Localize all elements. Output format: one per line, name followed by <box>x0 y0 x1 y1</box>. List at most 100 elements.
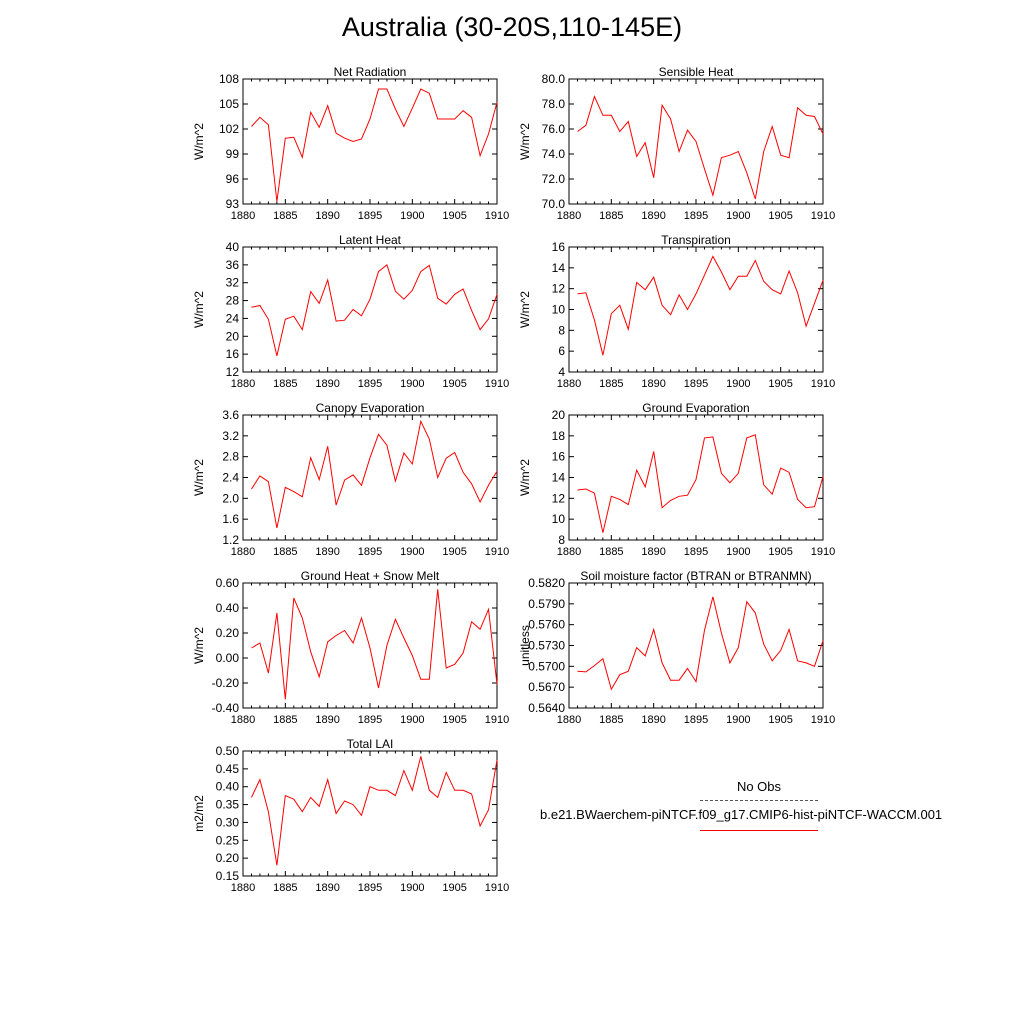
y-tick-label: 16 <box>226 347 240 361</box>
x-tick-label: 1890 <box>641 714 665 726</box>
panel-5: Canopy Evaporation W/m^2 1.2 1.6 2.0 2.4 2.8 3.… <box>192 401 509 558</box>
x-tick-label: 1885 <box>273 882 297 894</box>
series-line <box>577 255 824 356</box>
y-tick-label: 80.0 <box>542 72 566 86</box>
y-axis-label: W/m^2 <box>192 627 206 664</box>
x-tick-label: 1905 <box>768 378 792 390</box>
panel-title: Total LAI <box>347 737 394 751</box>
panel-9: Total LAI m2/m2 0.15 0.20 0.25 0.30 0.35 0.40 0.… <box>192 737 509 894</box>
x-tick-label: 1900 <box>400 546 424 558</box>
x-tick-label: 1890 <box>315 378 339 390</box>
x-tick-label: 1880 <box>557 378 581 390</box>
series-line <box>251 419 498 529</box>
x-tick-label: 1890 <box>641 210 665 222</box>
legend-case-line <box>700 830 818 831</box>
x-tick-label: 1890 <box>315 714 339 726</box>
y-tick-label: 8 <box>558 533 565 547</box>
y-tick-label: 0.5820 <box>528 576 565 590</box>
y-tick-label: 28 <box>226 294 240 308</box>
y-tick-label: 0.5730 <box>528 639 565 653</box>
x-tick-label: 1895 <box>684 210 708 222</box>
plot-frame <box>242 246 498 373</box>
y-tick-label: 0.5640 <box>528 701 565 715</box>
series-line <box>577 596 824 691</box>
panel-title: Sensible Heat <box>659 65 734 79</box>
y-axis-label: W/m^2 <box>192 291 206 328</box>
y-tick-label: 108 <box>219 72 239 86</box>
x-tick-label: 1910 <box>811 210 835 222</box>
x-tick-label: 1910 <box>485 882 509 894</box>
legend-case-label: b.e21.BWaerchem-piNTCF.f09_g17.CMIP6-his… <box>540 807 943 822</box>
panel-3: Latent Heat W/m^2 12 16 20 24 28 32 36 40 1880 1885… <box>192 233 509 390</box>
x-tick-label: 1910 <box>485 378 509 390</box>
y-tick-label: 14 <box>552 261 566 275</box>
series-line <box>577 434 824 533</box>
y-tick-label: 2.4 <box>222 471 239 485</box>
x-tick-label: 1880 <box>557 210 581 222</box>
y-tick-label: 32 <box>226 276 240 290</box>
x-tick-label: 1885 <box>273 714 297 726</box>
y-tick-label: 16 <box>552 450 566 464</box>
x-tick-label: 1880 <box>231 714 255 726</box>
y-tick-label: 2.8 <box>222 450 239 464</box>
x-tick-label: 1890 <box>641 546 665 558</box>
panel-title: Ground Heat + Snow Melt <box>301 569 440 583</box>
y-tick-label: 0.50 <box>216 744 240 758</box>
y-tick-label: 14 <box>552 471 566 485</box>
x-tick-label: 1905 <box>442 210 466 222</box>
panel-1: Net Radiation W/m^2 93 96 99 102 105 108 1880 188… <box>192 65 509 222</box>
y-tick-label: -0.20 <box>212 676 240 690</box>
y-tick-label: 3.2 <box>222 429 239 443</box>
y-tick-label: 0.15 <box>216 869 240 883</box>
x-tick-label: 1900 <box>726 714 750 726</box>
x-tick-label: 1900 <box>400 378 424 390</box>
y-tick-label: 0.5700 <box>528 659 565 673</box>
panel-7: Ground Heat + Snow Melt W/m^2 -0.40 -0.20 0.… <box>192 569 509 726</box>
y-tick-label: 0.00 <box>216 651 240 665</box>
x-tick-label: 1885 <box>273 546 297 558</box>
y-tick-label: 20 <box>226 329 240 343</box>
x-tick-label: 1910 <box>485 714 509 726</box>
x-tick-label: 1900 <box>726 546 750 558</box>
y-tick-label: 8 <box>558 323 565 337</box>
y-tick-label: 6 <box>558 344 565 358</box>
x-tick-label: 1910 <box>811 378 835 390</box>
figure-title: Australia (30-20S,110-145E) <box>341 12 683 42</box>
series-line <box>251 88 498 202</box>
y-axis-label: unitless <box>518 625 532 666</box>
x-tick-label: 1880 <box>231 378 255 390</box>
y-tick-label: 76.0 <box>542 122 566 136</box>
x-tick-label: 1900 <box>400 882 424 894</box>
x-tick-label: 1895 <box>684 714 708 726</box>
panel-title: Ground Evaporation <box>642 401 749 415</box>
x-tick-label: 1900 <box>726 378 750 390</box>
panel-title: Soil moisture factor (BTRAN or BTRANMN) <box>580 569 811 583</box>
y-tick-label: 0.5670 <box>528 680 565 694</box>
series-line <box>251 264 498 357</box>
panel-title: Transpiration <box>661 233 731 247</box>
panel-title: Latent Heat <box>339 233 402 247</box>
plot-frame <box>242 78 498 205</box>
y-tick-label: 102 <box>219 122 239 136</box>
x-tick-label: 1905 <box>442 714 466 726</box>
y-tick-label: 0.35 <box>216 798 240 812</box>
x-tick-label: 1895 <box>684 546 708 558</box>
y-tick-label: 74.0 <box>542 147 566 161</box>
series-line <box>251 756 498 866</box>
x-tick-label: 1890 <box>315 210 339 222</box>
x-tick-label: 1910 <box>811 546 835 558</box>
y-tick-label: 0.20 <box>216 851 240 865</box>
x-tick-label: 1905 <box>442 378 466 390</box>
y-tick-label: 2.0 <box>222 491 239 505</box>
y-tick-label: 0.45 <box>216 762 240 776</box>
y-tick-label: 12 <box>552 491 566 505</box>
y-tick-label: 3.6 <box>222 408 239 422</box>
series-line <box>251 589 498 700</box>
y-tick-label: 0.25 <box>216 833 240 847</box>
y-tick-label: 70.0 <box>542 197 566 211</box>
x-tick-label: 1885 <box>273 378 297 390</box>
series-line <box>577 95 824 200</box>
y-tick-label: 78.0 <box>542 97 566 111</box>
x-tick-label: 1895 <box>684 378 708 390</box>
x-tick-label: 1895 <box>358 714 382 726</box>
